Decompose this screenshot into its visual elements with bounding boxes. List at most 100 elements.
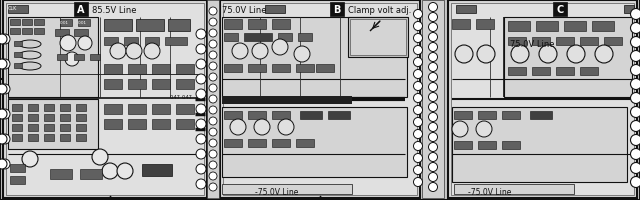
Circle shape bbox=[429, 33, 438, 42]
Circle shape bbox=[0, 60, 10, 70]
Bar bbox=[22, 29, 32, 35]
Bar bbox=[10, 20, 20, 26]
Circle shape bbox=[630, 107, 640, 118]
Bar bbox=[224, 65, 242, 73]
Bar bbox=[176, 80, 194, 90]
Circle shape bbox=[209, 19, 217, 27]
Circle shape bbox=[196, 134, 206, 144]
Bar bbox=[142, 164, 172, 176]
Bar bbox=[176, 119, 194, 129]
Circle shape bbox=[254, 119, 270, 135]
Bar bbox=[12, 134, 22, 141]
Bar bbox=[152, 104, 170, 114]
Bar bbox=[74, 30, 88, 37]
Circle shape bbox=[0, 109, 7, 119]
Circle shape bbox=[429, 3, 438, 12]
Circle shape bbox=[429, 143, 438, 152]
Bar bbox=[248, 20, 266, 30]
Circle shape bbox=[196, 179, 206, 189]
Bar bbox=[248, 139, 266, 147]
Text: CLK: CLK bbox=[8, 6, 17, 11]
Bar bbox=[564, 22, 586, 32]
Circle shape bbox=[429, 83, 438, 92]
Bar bbox=[128, 104, 146, 114]
Bar bbox=[104, 119, 122, 129]
Circle shape bbox=[413, 142, 422, 151]
Circle shape bbox=[455, 46, 473, 64]
Bar bbox=[553, 3, 567, 17]
Bar bbox=[152, 80, 170, 90]
Circle shape bbox=[110, 44, 126, 60]
Bar bbox=[476, 20, 494, 30]
Text: 0.01: 0.01 bbox=[60, 21, 69, 25]
Bar bbox=[265, 6, 285, 14]
Circle shape bbox=[429, 13, 438, 22]
Bar bbox=[34, 20, 44, 26]
Bar bbox=[57, 55, 67, 61]
Bar bbox=[580, 38, 598, 46]
Circle shape bbox=[429, 43, 438, 52]
Text: 0.47: 0.47 bbox=[170, 95, 181, 100]
Bar bbox=[207, 1, 219, 198]
Circle shape bbox=[630, 149, 640, 160]
Bar bbox=[14, 64, 22, 69]
Circle shape bbox=[0, 159, 7, 169]
Bar bbox=[604, 38, 622, 46]
Bar bbox=[165, 38, 187, 46]
Circle shape bbox=[567, 46, 585, 64]
Circle shape bbox=[429, 173, 438, 182]
Bar bbox=[224, 34, 238, 42]
Circle shape bbox=[539, 46, 557, 64]
Bar bbox=[508, 38, 526, 46]
Ellipse shape bbox=[19, 52, 41, 60]
Bar bbox=[136, 20, 164, 32]
Bar bbox=[624, 6, 634, 14]
Circle shape bbox=[196, 90, 206, 100]
Bar bbox=[222, 97, 352, 104]
Bar bbox=[28, 114, 38, 121]
Circle shape bbox=[477, 46, 495, 64]
Bar bbox=[272, 111, 290, 119]
Circle shape bbox=[209, 150, 217, 158]
Circle shape bbox=[429, 153, 438, 162]
Ellipse shape bbox=[19, 63, 41, 71]
Circle shape bbox=[78, 37, 92, 51]
Bar bbox=[90, 55, 100, 61]
Circle shape bbox=[0, 35, 10, 45]
Ellipse shape bbox=[19, 41, 41, 49]
Bar bbox=[152, 65, 170, 75]
Text: Clamp volt adj.: Clamp volt adj. bbox=[348, 6, 412, 15]
Bar bbox=[12, 104, 22, 111]
Bar bbox=[3, 1, 207, 198]
Circle shape bbox=[452, 121, 468, 137]
Bar bbox=[10, 29, 20, 35]
Circle shape bbox=[413, 82, 422, 91]
Circle shape bbox=[209, 172, 217, 180]
Bar bbox=[452, 107, 627, 182]
Text: A: A bbox=[77, 5, 84, 15]
Circle shape bbox=[413, 106, 422, 115]
Circle shape bbox=[630, 79, 640, 90]
Circle shape bbox=[0, 109, 10, 119]
Text: 75.0V Line: 75.0V Line bbox=[222, 6, 266, 15]
Bar bbox=[104, 20, 132, 32]
Bar bbox=[76, 134, 86, 141]
Circle shape bbox=[630, 23, 640, 34]
Bar bbox=[532, 68, 550, 76]
Bar bbox=[298, 34, 312, 42]
Circle shape bbox=[117, 163, 133, 179]
Bar bbox=[316, 65, 334, 73]
Circle shape bbox=[413, 118, 422, 127]
Bar bbox=[78, 20, 90, 27]
Bar bbox=[224, 20, 242, 30]
Circle shape bbox=[209, 117, 217, 125]
Circle shape bbox=[209, 74, 217, 82]
Bar bbox=[55, 30, 69, 37]
Bar bbox=[44, 134, 54, 141]
Bar bbox=[272, 20, 290, 30]
Bar bbox=[28, 134, 38, 141]
Bar bbox=[60, 104, 70, 111]
Bar bbox=[224, 139, 242, 147]
Bar bbox=[530, 111, 552, 119]
Bar bbox=[348, 18, 408, 58]
